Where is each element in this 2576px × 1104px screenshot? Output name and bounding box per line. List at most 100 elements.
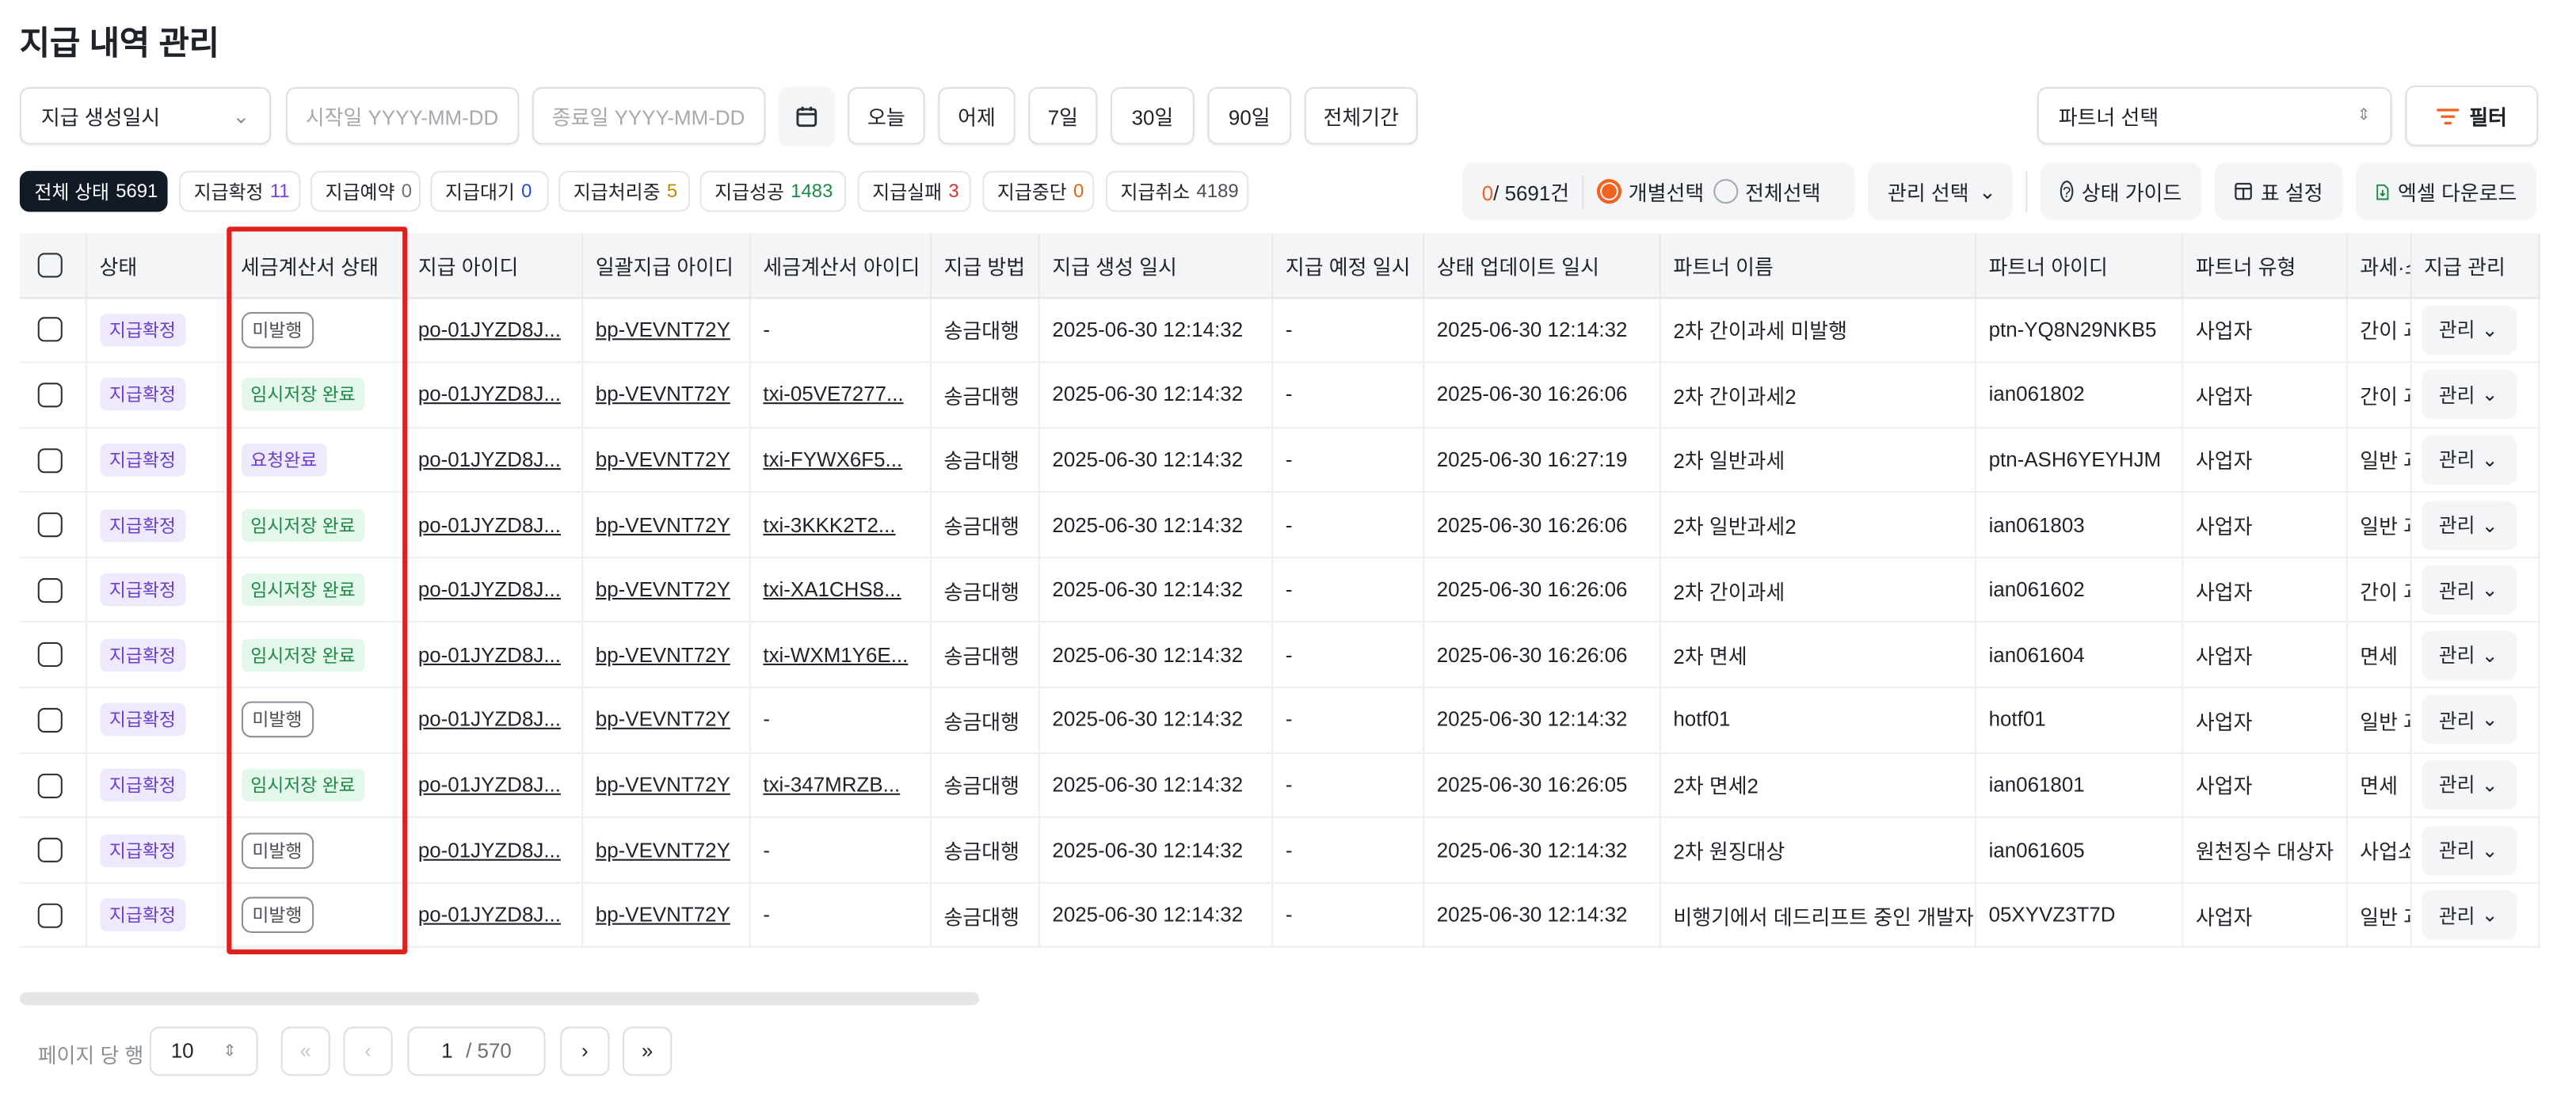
payout-id-link[interactable]: po-01JYZD8J... — [417, 643, 561, 667]
status-filter-chip[interactable]: 지급예약 0 — [310, 170, 421, 212]
status-guide-button[interactable]: ? 상태 가이드 — [2040, 162, 2202, 220]
payout-id-cell: po-01JYZD8J... — [404, 882, 583, 949]
start-date-input[interactable]: 시작일 YYYY-MM-DD — [285, 86, 520, 145]
column-header[interactable]: 파트너 아이디 — [1974, 233, 2183, 299]
quick-range-button[interactable]: 90일 — [1207, 86, 1292, 145]
row-checkbox[interactable] — [37, 383, 63, 408]
row-checkbox[interactable] — [37, 707, 63, 733]
page-input[interactable]: 1 / 570 — [407, 1026, 546, 1076]
filter-button[interactable]: 필터 — [2405, 85, 2539, 147]
manage-dropdown-button[interactable]: 관리 ⌄ — [2421, 890, 2517, 940]
tax-type-cell: 일반 과 — [2345, 427, 2411, 493]
column-header[interactable]: 상태 — [85, 233, 228, 299]
status-filter-chip[interactable]: 지급중단 0 — [982, 170, 1095, 212]
status-filter-chip[interactable]: 전체 상태 5691 — [19, 170, 168, 212]
quick-range-button[interactable]: 7일 — [1028, 86, 1098, 145]
date-type-select[interactable]: 지급 생성일시 ⌄ — [19, 86, 272, 145]
manage-select-button[interactable]: 관리 선택 ⌄ — [1868, 162, 2013, 220]
manage-dropdown-button[interactable]: 관리 ⌄ — [2421, 500, 2517, 550]
payout-id-link[interactable]: po-01JYZD8J... — [417, 513, 561, 537]
column-header[interactable]: 상태 업데이트 일시 — [1423, 233, 1660, 299]
payout-id-link[interactable]: po-01JYZD8J... — [417, 318, 561, 341]
bulk-id-link[interactable]: bp-VEVNT72Y — [595, 838, 730, 862]
invoice-id-link[interactable]: txi-05VE7277... — [763, 383, 904, 407]
manage-dropdown-button[interactable]: 관리 ⌄ — [2421, 695, 2517, 745]
column-header[interactable]: 일괄지급 아이디 — [581, 233, 750, 299]
row-checkbox[interactable] — [37, 318, 63, 343]
end-date-input[interactable]: 종료일 YYYY-MM-DD — [532, 86, 766, 145]
column-header[interactable]: 세금계산서 상태 — [227, 233, 406, 299]
manage-dropdown-button[interactable]: 관리 ⌄ — [2421, 435, 2517, 485]
first-page-button[interactable]: « — [280, 1026, 330, 1076]
table-row: 지급확정 요청완료 po-01JYZD8J... bp-VEVNT72Y txi-FYW… — [19, 427, 2540, 493]
bulk-id-link[interactable]: bp-VEVNT72Y — [595, 448, 730, 472]
row-checkbox[interactable] — [37, 512, 63, 538]
column-header[interactable]: 지급 예정 일시 — [1271, 233, 1424, 299]
manage-dropdown-button[interactable]: 관리 ⌄ — [2421, 305, 2517, 355]
status-filter-chip[interactable]: 지급취소 4189 — [1105, 170, 1249, 212]
calendar-button[interactable] — [779, 86, 835, 145]
bulk-id-link[interactable]: bp-VEVNT72Y — [595, 578, 730, 602]
bulk-id-link[interactable]: bp-VEVNT72Y — [595, 383, 730, 407]
quick-range-button[interactable]: 어제 — [938, 86, 1016, 145]
row-checkbox[interactable] — [37, 577, 63, 603]
status-filter-chip[interactable]: 지급대기 0 — [430, 170, 549, 212]
invoice-id-link[interactable]: txi-347MRZB... — [763, 773, 901, 797]
row-checkbox[interactable] — [37, 903, 63, 928]
excel-download-button[interactable]: 엑셀 다운로드 — [2356, 162, 2537, 220]
invoice-id-link[interactable]: txi-XA1CHS8... — [763, 578, 901, 602]
quick-range-button[interactable]: 전체기간 — [1304, 86, 1418, 145]
payout-id-link[interactable]: po-01JYZD8J... — [417, 578, 561, 602]
column-header[interactable]: 지급 방법 — [929, 233, 1039, 299]
next-page-button[interactable]: › — [560, 1026, 610, 1076]
status-filter-chip[interactable]: 지급처리중 5 — [558, 170, 691, 212]
payout-id-link[interactable]: po-01JYZD8J... — [417, 773, 561, 797]
payout-id-link[interactable]: po-01JYZD8J... — [417, 383, 561, 407]
manage-dropdown-button[interactable]: 관리 ⌄ — [2421, 565, 2517, 615]
status-filter-chip[interactable]: 지급성공 1483 — [699, 170, 847, 212]
row-checkbox[interactable] — [37, 772, 63, 798]
payout-id-link[interactable]: po-01JYZD8J... — [417, 838, 561, 862]
column-header[interactable]: 파트너 이름 — [1659, 233, 1976, 299]
column-header[interactable]: 세금계산서 아이디 — [749, 233, 931, 299]
table-settings-button[interactable]: 표 설정 — [2214, 162, 2343, 220]
manage-dropdown-button[interactable]: 관리 ⌄ — [2421, 825, 2517, 875]
manage-dropdown-button[interactable]: 관리 ⌄ — [2421, 630, 2517, 680]
row-checkbox[interactable] — [37, 838, 63, 863]
row-checkbox[interactable] — [37, 642, 63, 668]
bulk-id-link[interactable]: bp-VEVNT72Y — [595, 708, 730, 732]
invoice-id-link[interactable]: txi-3KKK2T2... — [763, 513, 896, 537]
bulk-id-link[interactable]: bp-VEVNT72Y — [595, 903, 730, 927]
row-checkbox[interactable] — [37, 447, 63, 473]
individual-select-radio[interactable]: 개별선택 — [1597, 176, 1704, 207]
quick-range-button[interactable]: 30일 — [1111, 86, 1195, 145]
column-header[interactable]: 파트너 유형 — [2182, 233, 2347, 299]
column-header[interactable]: 과세·소 — [2345, 233, 2411, 299]
all-select-radio[interactable]: 전체선택 — [1713, 176, 1821, 207]
invoice-id-link[interactable]: txi-WXM1Y6E... — [763, 643, 909, 667]
bulk-id-link[interactable]: bp-VEVNT72Y — [595, 513, 730, 537]
horizontal-scrollbar[interactable] — [19, 992, 980, 1006]
scheduled-cell: - — [1271, 297, 1424, 364]
invoice-id-link[interactable]: txi-FYWX6F5... — [763, 448, 903, 472]
last-page-button[interactable]: » — [623, 1026, 673, 1076]
prev-page-button[interactable]: ‹ — [343, 1026, 393, 1076]
rows-per-page-select[interactable]: 10 ⇕ — [149, 1026, 258, 1076]
payout-id-link[interactable]: po-01JYZD8J... — [417, 903, 561, 927]
partner-select[interactable]: 파트너 선택 ⇕ — [2037, 86, 2392, 145]
column-header[interactable]: 지급 생성 일시 — [1038, 233, 1273, 299]
manage-dropdown-button[interactable]: 관리 ⌄ — [2421, 370, 2517, 420]
status-filter-chip[interactable]: 지급실패 3 — [857, 170, 971, 212]
select-all-checkbox[interactable] — [37, 253, 63, 278]
bulk-id-link[interactable]: bp-VEVNT72Y — [595, 318, 730, 341]
manage-dropdown-button[interactable]: 관리 ⌄ — [2421, 760, 2517, 810]
column-header[interactable]: 지급 아이디 — [404, 233, 583, 299]
bulk-id-link[interactable]: bp-VEVNT72Y — [595, 773, 730, 797]
bulk-id-link[interactable]: bp-VEVNT72Y — [595, 643, 730, 667]
partner-type-cell: 사업자 — [2182, 687, 2347, 754]
column-header[interactable]: 지급 관리 — [2410, 233, 2540, 299]
payout-id-link[interactable]: po-01JYZD8J... — [417, 448, 561, 472]
status-filter-chip[interactable]: 지급확정 11 — [179, 170, 301, 212]
payout-id-link[interactable]: po-01JYZD8J... — [417, 708, 561, 732]
quick-range-button[interactable]: 오늘 — [848, 86, 925, 145]
